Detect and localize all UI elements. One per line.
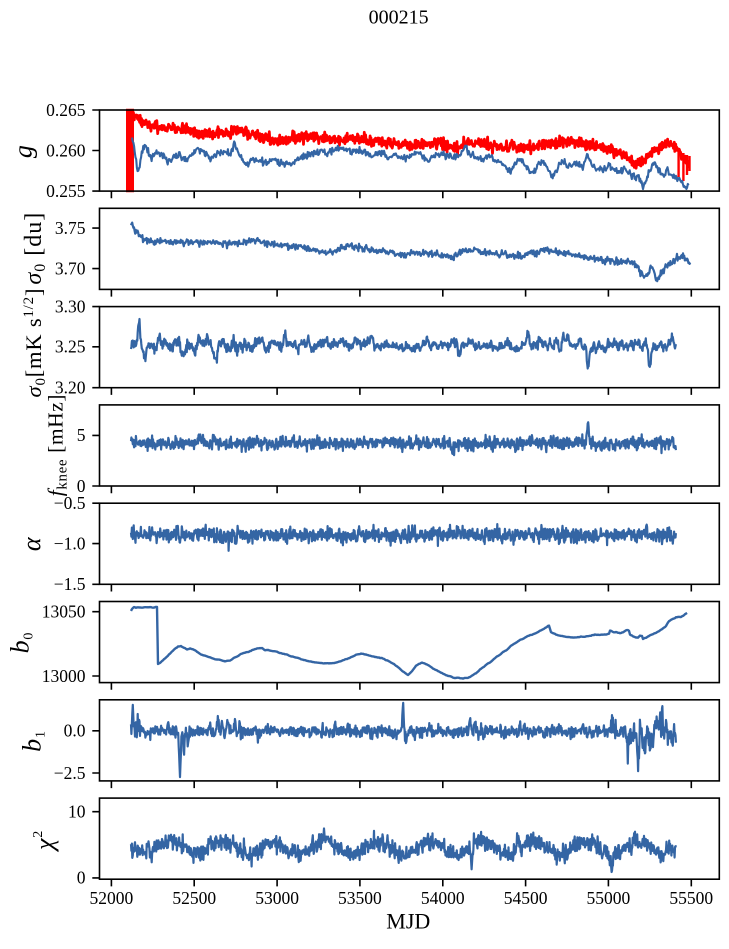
svg-text:54000: 54000	[421, 888, 465, 908]
svg-text:55000: 55000	[587, 888, 631, 908]
svg-text:0.265: 0.265	[46, 100, 86, 120]
svg-text:−1.0: −1.0	[54, 533, 86, 553]
svg-text:3.25: 3.25	[55, 337, 86, 357]
svg-text:0: 0	[77, 868, 86, 888]
svg-text:b1: b1	[18, 730, 49, 752]
svg-text:5: 5	[77, 425, 86, 445]
svg-text:52000: 52000	[90, 888, 134, 908]
svg-text:000215: 000215	[369, 7, 429, 29]
svg-text:χ2: χ2	[30, 830, 59, 853]
svg-text:α: α	[17, 536, 46, 551]
svg-text:−2.5: −2.5	[54, 763, 86, 783]
svg-text:53500: 53500	[338, 888, 382, 908]
svg-text:σ0[mK s1/2]: σ0[mK s1/2]	[21, 288, 49, 398]
svg-text:0.255: 0.255	[46, 181, 86, 201]
svg-text:σ0 [du]: σ0 [du]	[21, 212, 49, 285]
svg-text:0.0: 0.0	[64, 721, 86, 741]
svg-text:g: g	[9, 144, 38, 158]
svg-text:3.75: 3.75	[55, 218, 86, 238]
svg-text:53000: 53000	[255, 888, 299, 908]
svg-text:−1.5: −1.5	[54, 574, 86, 594]
svg-text:0: 0	[77, 476, 86, 496]
svg-text:10: 10	[68, 802, 86, 822]
svg-text:52500: 52500	[172, 888, 216, 908]
svg-text:−0.5: −0.5	[54, 493, 86, 513]
svg-text:b0: b0	[6, 632, 37, 654]
svg-text:MJD: MJD	[386, 908, 430, 933]
svg-text:3.70: 3.70	[55, 258, 86, 278]
svg-text:fknee [mHz]: fknee [mHz]	[44, 394, 71, 496]
svg-text:3.30: 3.30	[55, 296, 86, 316]
svg-text:0.260: 0.260	[46, 140, 86, 160]
svg-text:13000: 13000	[42, 666, 86, 686]
svg-text:3.20: 3.20	[55, 378, 86, 398]
svg-text:13050: 13050	[42, 602, 86, 622]
svg-text:55500: 55500	[669, 888, 713, 908]
svg-text:54500: 54500	[504, 888, 548, 908]
